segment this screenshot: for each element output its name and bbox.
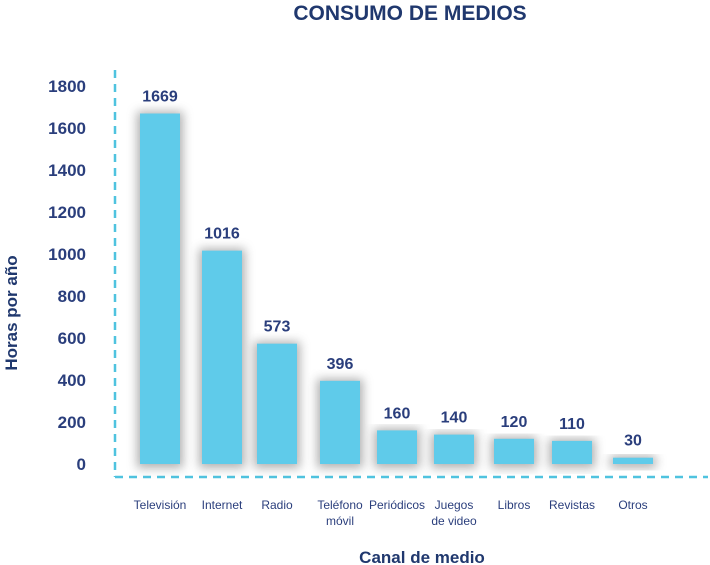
y-axis-title: Horas por año	[2, 255, 21, 370]
x-tick-label-line: de video	[431, 514, 477, 528]
data-label: 573	[264, 319, 291, 336]
y-tick-labels: 0 200 400 600 800 1000 1200 1400 1600 1800	[48, 77, 86, 474]
x-tick-label: Otros	[618, 498, 647, 512]
bar	[257, 343, 297, 464]
y-tick-label: 1200	[48, 203, 86, 222]
data-label: 396	[327, 356, 354, 373]
y-tick-label: 1000	[48, 245, 86, 264]
x-tick-label-line: Juegos	[435, 498, 474, 512]
y-tick-label: 0	[77, 455, 86, 474]
bar	[320, 380, 360, 464]
bar	[552, 440, 592, 464]
x-tick-labels: Televisión Internet Radio Teléfono móvil Peri…	[134, 498, 648, 528]
y-tick-label: 1600	[48, 119, 86, 138]
x-tick-label: Libros	[498, 498, 531, 512]
y-tick-label: 200	[58, 413, 86, 432]
data-label: 1016	[204, 226, 240, 243]
y-tick-label: 1800	[48, 77, 86, 96]
data-label: 1669	[142, 89, 178, 106]
x-tick-label-line: móvil	[326, 514, 354, 528]
data-label: 140	[441, 410, 468, 427]
bar	[494, 438, 534, 464]
bar	[377, 430, 417, 464]
bar	[140, 113, 180, 464]
x-tick-label-line: Libros	[498, 498, 531, 512]
bars-group: 1669 1016 573 396 160 140 120 110 30	[137, 89, 656, 468]
x-tick-label-line: Periódicos	[369, 498, 425, 512]
x-tick-label: Televisión	[134, 498, 187, 512]
y-tick-label: 600	[58, 329, 86, 348]
y-tick-label: 800	[58, 287, 86, 306]
x-tick-label-line: Radio	[261, 498, 293, 512]
chart-title: CONSUMO DE MEDIOS	[293, 2, 526, 25]
x-tick-label-line: Otros	[618, 498, 647, 512]
x-tick-label-line: Internet	[202, 498, 243, 512]
y-tick-label: 1400	[48, 161, 86, 180]
x-tick-label: Periódicos	[369, 498, 425, 512]
x-tick-label: Teléfono móvil	[317, 498, 363, 528]
data-label: 160	[384, 405, 411, 422]
x-tick-label: Juegos de video	[431, 498, 477, 528]
bar	[613, 457, 653, 464]
x-tick-label-line: Teléfono	[317, 498, 363, 512]
x-tick-label: Internet	[202, 498, 243, 512]
data-label: 110	[559, 416, 585, 433]
x-tick-label: Radio	[261, 498, 293, 512]
bar	[434, 434, 474, 464]
y-tick-label: 400	[58, 371, 86, 390]
data-label: 30	[624, 433, 642, 450]
x-tick-label: Revistas	[549, 498, 595, 512]
x-tick-label-line: Televisión	[134, 498, 187, 512]
x-tick-label-line: Revistas	[549, 498, 595, 512]
bar	[202, 250, 242, 464]
data-label: 120	[501, 414, 528, 431]
x-axis-title: Canal de medio	[359, 548, 485, 565]
